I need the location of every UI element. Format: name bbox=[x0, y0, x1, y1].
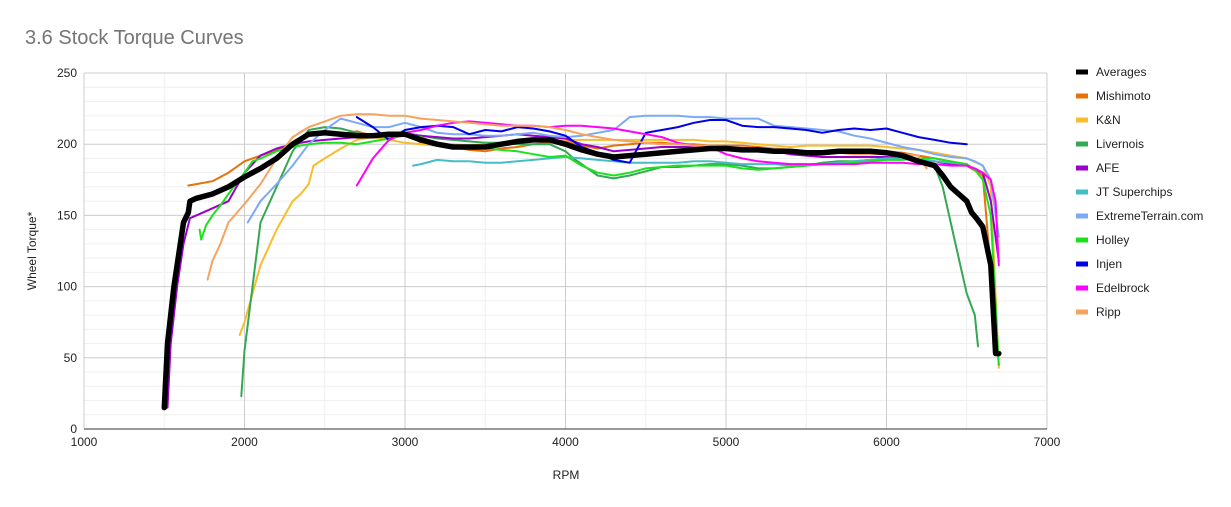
series-line-k-n bbox=[238, 136, 1000, 369]
legend-label-edelbrock: Edelbrock bbox=[1096, 281, 1150, 295]
chart-gridlines bbox=[83, 72, 1048, 430]
legend-swatch-k-n bbox=[1076, 117, 1088, 123]
series-line-injen bbox=[355, 116, 968, 164]
y-axis-label: Wheel Torque* bbox=[25, 211, 39, 290]
legend-label-averages: Averages bbox=[1096, 65, 1146, 79]
legend-label-ripp: Ripp bbox=[1096, 305, 1121, 319]
legend-label-afe: AFE bbox=[1096, 161, 1119, 175]
x-axis-label: RPM bbox=[553, 468, 580, 482]
legend-swatch-edelbrock bbox=[1076, 285, 1088, 291]
legend-swatch-livernois bbox=[1076, 141, 1088, 147]
x-tick-label: 1000 bbox=[71, 435, 98, 449]
y-tick-label: 0 bbox=[70, 422, 77, 436]
legend-swatch-afe bbox=[1076, 165, 1088, 171]
legend-swatch-jt-superchips bbox=[1076, 189, 1088, 195]
chart-axes: 1000 2000 3000 4000 5000 6000 7000 0 50 100 150 200… bbox=[57, 66, 1061, 449]
series-line-mishimoto bbox=[187, 130, 1000, 366]
legend-label-extremeterrain-com: ExtremeTerrain.com bbox=[1096, 209, 1203, 223]
legend-swatch-averages bbox=[1076, 69, 1088, 75]
chart-title: 3.6 Stock Torque Curves bbox=[25, 27, 244, 49]
legend-label-livernois: Livernois bbox=[1096, 137, 1144, 151]
legend-label-jt-superchips: JT Superchips bbox=[1096, 185, 1172, 199]
series-line-jt-superchips bbox=[412, 156, 968, 167]
y-tick-label: 200 bbox=[57, 137, 77, 151]
series-line-extremeterrain-com bbox=[246, 114, 1000, 238]
x-tick-label: 3000 bbox=[392, 435, 419, 449]
y-tick-label: 250 bbox=[57, 66, 77, 80]
legend-swatch-holley bbox=[1076, 237, 1088, 243]
series-line-livernois bbox=[240, 126, 979, 398]
y-tick-label: 100 bbox=[57, 280, 77, 294]
series-line-holley bbox=[198, 134, 1000, 366]
legend-label-holley: Holley bbox=[1096, 233, 1129, 247]
series-line-afe bbox=[166, 133, 1000, 409]
chart-legend: Averages Mishimoto K&N Livernois AFE JT Super… bbox=[1076, 65, 1203, 319]
x-tick-label: 6000 bbox=[873, 435, 900, 449]
y-tick-label: 150 bbox=[57, 208, 77, 222]
series-line-averages bbox=[161, 130, 1002, 411]
x-tick-label: 7000 bbox=[1034, 435, 1061, 449]
x-tick-label: 4000 bbox=[552, 435, 579, 449]
legend-swatch-injen bbox=[1076, 261, 1088, 267]
legend-label-injen: Injen bbox=[1096, 257, 1122, 271]
legend-swatch-mishimoto bbox=[1076, 93, 1088, 99]
legend-label-k-n: K&N bbox=[1096, 113, 1121, 127]
legend-label-mishimoto: Mishimoto bbox=[1096, 89, 1151, 103]
legend-swatch-extremeterrain-com bbox=[1076, 213, 1088, 219]
x-tick-label: 5000 bbox=[713, 435, 740, 449]
legend-swatch-ripp bbox=[1076, 309, 1088, 315]
chart-series bbox=[161, 113, 1002, 411]
x-tick-label: 2000 bbox=[231, 435, 258, 449]
y-tick-label: 50 bbox=[64, 351, 78, 365]
